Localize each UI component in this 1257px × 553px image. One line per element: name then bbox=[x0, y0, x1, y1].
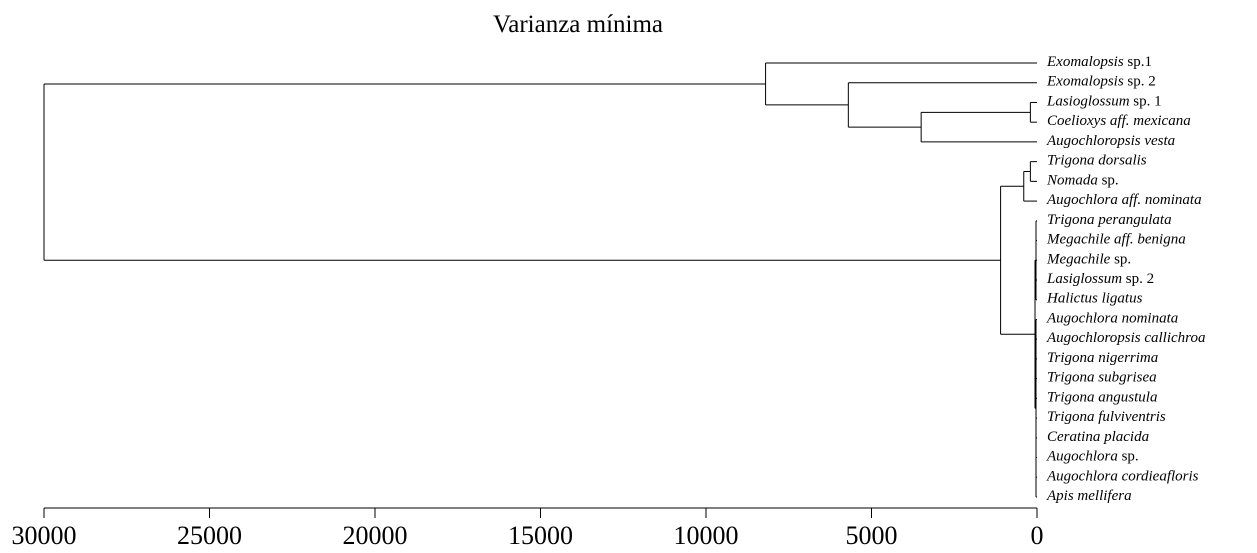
leaf-label-part: Lasioglossum bbox=[1046, 94, 1130, 110]
leaf-label: Lasiglossum sp. 2 bbox=[1046, 271, 1154, 287]
leaf-label-part: Augochloropsis vesta bbox=[1046, 133, 1175, 149]
leaf-label: Halictus ligatus bbox=[1046, 291, 1143, 307]
leaf-label-part: sp. bbox=[1098, 173, 1119, 189]
leaf-label-part: Augochlora aff. nominata bbox=[1046, 193, 1202, 209]
leaf-label: Apis mellifera bbox=[1046, 488, 1132, 504]
leaf-label-part: Megachile bbox=[1046, 252, 1111, 268]
leaf-label-part: sp. bbox=[1110, 252, 1131, 268]
leaf-label-part: Coelioxys aff. mexicana bbox=[1047, 114, 1191, 130]
leaf-label-part: Augochloropsis callichroa bbox=[1046, 331, 1205, 347]
leaf-label: Augochlora sp. bbox=[1046, 449, 1139, 465]
leaf-label-part: Ceratina placida bbox=[1047, 429, 1149, 445]
chart-title: Varianza mínima bbox=[493, 11, 663, 38]
leaf-label: Ceratina placida bbox=[1047, 429, 1149, 445]
leaf-label: Augochloropsis callichroa bbox=[1046, 331, 1205, 347]
leaf-label-part: sp. 1 bbox=[1130, 94, 1162, 110]
leaf-label: Augochloropsis vesta bbox=[1046, 133, 1175, 149]
leaf-label: Nomada sp. bbox=[1046, 173, 1119, 189]
x-tick-label: 20000 bbox=[343, 521, 408, 550]
x-tick-label: 15000 bbox=[508, 521, 573, 550]
leaf-label-part: Apis mellifera bbox=[1046, 488, 1132, 504]
leaf-label: Trigona angustula bbox=[1047, 390, 1157, 406]
leaf-label-part: Augochlora cordieafloris bbox=[1046, 469, 1199, 485]
leaf-label: Augochlora nominata bbox=[1046, 311, 1178, 327]
leaf-label: Coelioxys aff. mexicana bbox=[1047, 114, 1191, 130]
x-tick-label: 25000 bbox=[177, 521, 242, 550]
leaf-label: Augochlora cordieafloris bbox=[1046, 469, 1199, 485]
leaf-label-part: Trigona fulviventris bbox=[1047, 410, 1166, 426]
leaf-label-part: Augochlora nominata bbox=[1046, 311, 1178, 327]
leaf-label-part: Trigona dorsalis bbox=[1047, 153, 1147, 169]
leaf-label-part: Halictus ligatus bbox=[1046, 291, 1143, 307]
leaf-label: Exomalopsis sp. 2 bbox=[1046, 74, 1156, 90]
leaf-label: Trigona nigerrima bbox=[1047, 350, 1158, 366]
leaf-label-part: Trigona nigerrima bbox=[1047, 350, 1158, 366]
leaf-label: Lasioglossum sp. 1 bbox=[1046, 94, 1162, 110]
leaf-label-part: sp. bbox=[1118, 449, 1139, 465]
x-tick-label: 10000 bbox=[674, 521, 739, 550]
leaf-label: Trigona fulviventris bbox=[1047, 410, 1166, 426]
leaf-label-part: Trigona angustula bbox=[1047, 390, 1157, 406]
leaf-label-part: sp.1 bbox=[1124, 54, 1152, 70]
leaf-label: Exomalopsis sp.1 bbox=[1046, 54, 1152, 70]
leaf-label-part: sp. 2 bbox=[1122, 271, 1154, 287]
leaf-label-part: Trigona subgrisea bbox=[1047, 370, 1157, 386]
x-tick-label: 30000 bbox=[12, 521, 77, 550]
leaf-label-part: Augochlora bbox=[1046, 449, 1118, 465]
leaf-label: Megachile sp. bbox=[1046, 252, 1131, 268]
leaf-label-part: Trigona perangulata bbox=[1047, 212, 1172, 228]
x-tick-label: 0 bbox=[1031, 521, 1044, 550]
leaf-label: Augochlora aff. nominata bbox=[1046, 193, 1202, 209]
leaf-label: Trigona dorsalis bbox=[1047, 153, 1147, 169]
leaf-label: Trigona subgrisea bbox=[1047, 370, 1157, 386]
leaf-label-part: Exomalopsis bbox=[1046, 74, 1124, 90]
leaf-label-part: Exomalopsis bbox=[1046, 54, 1124, 70]
leaf-label-part: Nomada bbox=[1046, 173, 1098, 189]
leaf-label-part: sp. 2 bbox=[1124, 74, 1156, 90]
leaf-label: Trigona perangulata bbox=[1047, 212, 1172, 228]
leaf-label-part: Megachile aff. benigna bbox=[1046, 232, 1186, 248]
leaf-label-part: Lasiglossum bbox=[1046, 271, 1122, 287]
x-tick-label: 5000 bbox=[846, 521, 898, 550]
leaf-label: Megachile aff. benigna bbox=[1046, 232, 1186, 248]
